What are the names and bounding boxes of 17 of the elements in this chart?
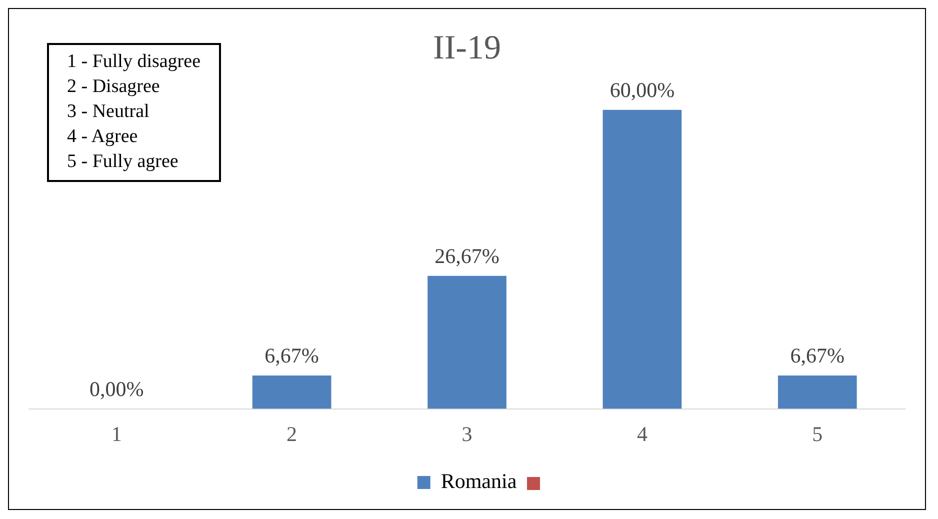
data-label: 60,00% (610, 78, 675, 102)
x-tick-label: 2 (286, 422, 298, 446)
annotation: 5 - Fully agree (67, 150, 180, 174)
x-tick-label: 5 (812, 422, 823, 446)
data-label: 0,00% (89, 376, 144, 401)
legend-label: Romania (440, 469, 518, 494)
text: 1 - Fully disagree (67, 50, 201, 74)
annotation: 4 - Agree (67, 125, 139, 149)
text: 2 - Disagree (67, 75, 161, 99)
x-tick-label: 1 (111, 422, 122, 446)
data-label: 6,67% (790, 344, 845, 368)
data-label: 26,67% (434, 244, 500, 268)
x-tick-label: 4 (636, 422, 648, 446)
x-tick-label: 3 (462, 422, 472, 446)
data-label: 6,67% (264, 344, 319, 368)
annotation: 3 - Neutral (67, 100, 150, 124)
chart-title: II-19 (433, 29, 501, 66)
